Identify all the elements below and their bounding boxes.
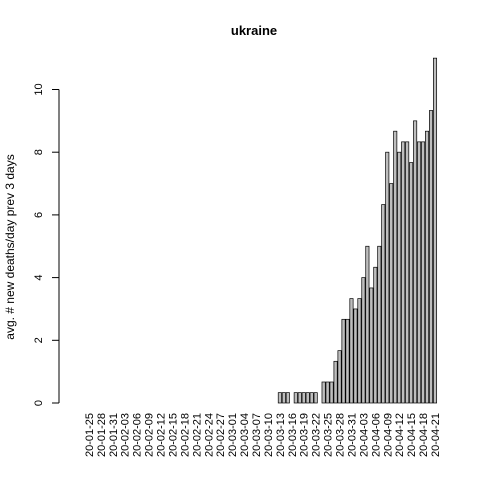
x-tick-label: 20-03-16 [287,413,299,457]
bar [377,245,382,404]
bar [421,141,426,404]
bar [429,110,434,404]
bar [417,141,422,404]
x-tick-label: 20-03-04 [239,413,251,457]
x-tick-label: 20-01-25 [84,413,96,457]
bar [277,392,282,404]
bar [381,204,386,404]
x-tick-label: 20-04-09 [382,413,394,457]
y-tick-label: 6 [33,212,45,218]
bar [325,381,330,404]
x-tick-label: 20-02-06 [132,413,144,457]
chart-title: ukraine [231,23,277,38]
x-tick-labels: 20-01-25 20-01-28 20-01-31 20-02-03 20-02-06… [84,413,442,457]
bar [393,130,398,404]
bar [373,266,378,404]
x-tick-label: 20-04-18 [418,413,430,457]
bar [285,392,290,404]
y-axis-label: avg. # new deaths/day prev 3 days [3,154,17,339]
x-tick-label: 20-03-31 [346,413,358,457]
bar [345,318,350,404]
x-tick-label: 20-02-12 [156,413,168,457]
x-tick-label: 20-02-03 [120,413,132,457]
bar [301,392,306,404]
bar [369,287,374,404]
bar [281,392,286,404]
y-tick-label: 4 [33,275,45,281]
y-tick-label: 10 [33,83,45,95]
bar [409,162,414,404]
x-tick-label: 20-04-06 [370,413,382,457]
y-tick-label: 8 [33,149,45,155]
x-tick-label: 20-03-19 [299,413,311,457]
bar [413,120,418,404]
bar [397,151,402,404]
bar [389,183,394,404]
x-tick-label: 20-02-24 [203,413,215,457]
x-tick-label: 20-02-09 [144,413,156,457]
y-ticks: 0 2 4 6 8 10 [33,83,59,406]
x-tick-label: 20-02-15 [167,413,179,457]
y-tick-label: 0 [33,400,45,406]
bar [401,141,406,404]
x-tick-label: 20-03-01 [227,413,239,457]
x-tick-label: 20-01-31 [108,413,120,457]
x-tick-label: 20-04-21 [430,413,442,457]
bar [309,392,314,404]
bar [297,392,302,404]
bar [337,350,342,404]
x-tick-label: 20-03-10 [263,413,275,457]
x-tick-label: 20-03-07 [251,413,263,457]
bar [349,298,354,404]
bar [365,245,370,404]
bar [433,57,438,404]
y-tick-label: 2 [33,337,45,343]
bars [277,57,438,404]
bar [341,318,346,404]
x-tick-label: 20-04-15 [406,413,418,457]
bar [333,360,338,404]
bar [361,277,366,404]
bar [329,381,334,404]
bar [321,381,326,404]
x-tick-label: 20-01-28 [96,413,108,457]
x-tick-label: 20-02-18 [179,413,191,457]
bar [313,392,318,404]
bar [353,308,358,404]
x-tick-label: 20-03-22 [311,413,323,457]
x-tick-label: 20-03-25 [323,413,335,457]
bar [305,392,310,404]
x-tick-label: 20-02-21 [191,413,203,457]
x-tick-label: 20-04-03 [358,413,370,457]
x-tick-label: 20-04-12 [394,413,406,457]
x-tick-label: 20-03-28 [335,413,347,457]
bar [293,392,298,404]
bar [425,130,430,404]
bar [385,151,390,404]
bar [357,298,362,404]
x-tick-label: 20-03-13 [275,413,287,457]
x-tick-label: 20-02-27 [215,413,227,457]
bar [405,141,410,404]
